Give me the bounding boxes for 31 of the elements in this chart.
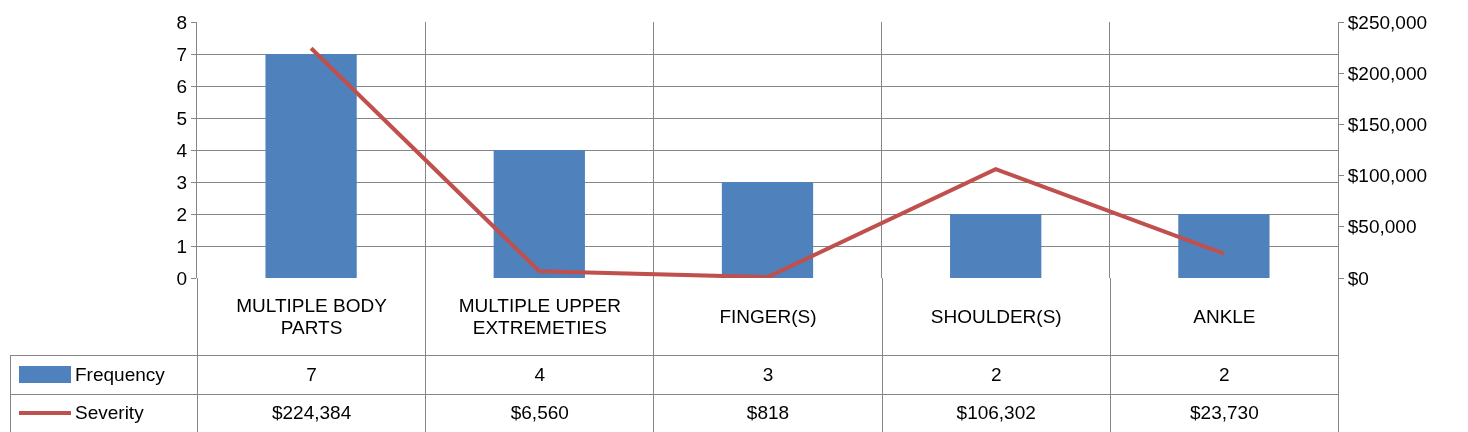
x-tick-label: MULTIPLE BODY PARTS [197, 278, 427, 355]
y-tick-label: 7 [176, 43, 188, 65]
y2-tick-label: $200,000 [1347, 62, 1428, 84]
y2-tick-label: $250,000 [1347, 11, 1428, 33]
y-tick-label: 4 [176, 139, 188, 161]
data-label: 2 [881, 355, 1111, 395]
data-label: $224,384 [197, 393, 427, 432]
y2-tick-label: $100,000 [1347, 165, 1428, 187]
y-tick-label: 0 [176, 267, 188, 289]
data-label: $818 [653, 393, 883, 432]
y2-tick-label: $0 [1347, 267, 1369, 289]
y-tick-label: 3 [176, 171, 188, 193]
legend-label: Severity [10, 393, 198, 432]
data-label: 3 [653, 355, 883, 395]
x-tick-label: FINGER(S) [653, 278, 883, 355]
x-tick-label: SHOULDER(S) [881, 278, 1111, 355]
y-tick-label: 1 [176, 235, 188, 257]
y2-tick-label: $50,000 [1347, 216, 1417, 238]
data-label: $6,560 [425, 393, 655, 432]
y-tick-label: 5 [176, 107, 188, 129]
data-label: $23,730 [1109, 393, 1339, 432]
x-tick-label: MULTIPLE UPPER EXTREMETIES [425, 278, 655, 355]
legend-label: Frequency [10, 355, 198, 395]
data-label: 4 [425, 355, 655, 395]
data-label: 2 [1109, 355, 1339, 395]
y2-tick-label: $150,000 [1347, 114, 1428, 136]
y-tick-label: 8 [176, 11, 188, 33]
y-tick-label: 6 [176, 75, 188, 97]
y-tick-label: 2 [176, 203, 188, 225]
data-label: $106,302 [881, 393, 1111, 432]
x-tick-label: ANKLE [1109, 278, 1339, 355]
